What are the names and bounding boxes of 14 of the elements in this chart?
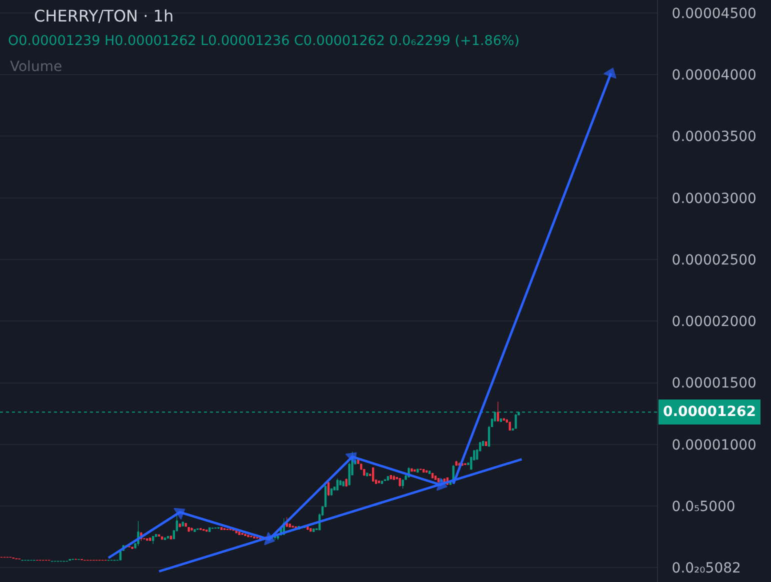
y-tick-label: 0.00001000	[672, 437, 756, 454]
y-tick-label: 0.00002000	[672, 314, 756, 330]
text: O0.00001239 H0.00001262 L0.00001236 C0.00001262 0.0₆2299 (+1.86%)	[8, 33, 520, 49]
text: CHERRY/TON · 1h	[34, 6, 174, 26]
annotation: Volume	[10, 59, 62, 75]
y-tick-label: 0.0₅5000	[672, 498, 736, 515]
y-tick-label: 0.00004000	[672, 67, 756, 84]
ref-line-label: 0.00001262	[663, 404, 756, 420]
y-tick-label: 0.00004500	[672, 6, 756, 22]
y-tick-label: 0.00003000	[672, 190, 756, 207]
y-tick-label: 0.00003500	[672, 129, 756, 146]
y-tick-label: 0.0₂₀5082	[672, 560, 741, 577]
y-tick-label: 0.00001500	[672, 376, 756, 392]
y-tick-label: 0.00002500	[672, 252, 756, 268]
